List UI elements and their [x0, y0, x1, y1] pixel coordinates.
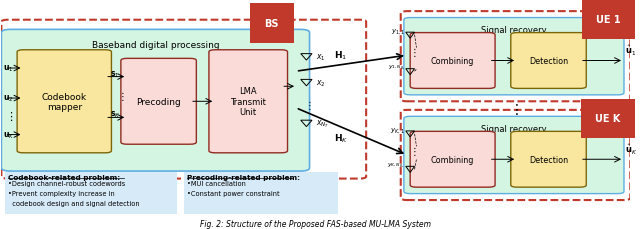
FancyBboxPatch shape	[410, 33, 495, 89]
Text: Signal recovery: Signal recovery	[481, 124, 547, 133]
Text: $\hat{\mathbf{u}}_K$: $\hat{\mathbf{u}}_K$	[625, 142, 637, 156]
Text: $y_{1,N_{B_1}}$: $y_{1,N_{B_1}}$	[388, 63, 405, 72]
Text: Precoding-related problem:: Precoding-related problem:	[187, 174, 300, 180]
Text: $\vdots$: $\vdots$	[304, 98, 311, 112]
Text: •Constant power constraint: •Constant power constraint	[187, 191, 280, 196]
Text: $y_{1,1}$: $y_{1,1}$	[390, 27, 405, 36]
Text: $x_1$: $x_1$	[316, 52, 326, 63]
Text: Fig. 2: Structure of the Proposed FAS-based MU-LMA System: Fig. 2: Structure of the Proposed FAS-ba…	[200, 219, 431, 228]
Text: UE K: UE K	[595, 114, 621, 124]
Text: $\vdots$: $\vdots$	[509, 102, 519, 117]
FancyBboxPatch shape	[184, 172, 338, 214]
FancyBboxPatch shape	[401, 110, 630, 200]
FancyBboxPatch shape	[4, 172, 177, 214]
Text: $\mathbf{H}_K$: $\mathbf{H}_K$	[334, 132, 348, 144]
Text: $x_{N_T}$: $x_{N_T}$	[316, 118, 330, 129]
Text: Codebook-related problem:: Codebook-related problem:	[8, 174, 120, 180]
Text: Codebook
mapper: Codebook mapper	[42, 92, 87, 112]
FancyBboxPatch shape	[121, 59, 196, 144]
Text: $\vdots$: $\vdots$	[409, 144, 417, 158]
FancyBboxPatch shape	[410, 132, 495, 187]
Text: $\mathbf{H}_1$: $\mathbf{H}_1$	[335, 50, 348, 62]
FancyBboxPatch shape	[1, 21, 366, 179]
Text: BS: BS	[264, 19, 279, 29]
Text: $\mathbf{u}_2$: $\mathbf{u}_2$	[3, 93, 13, 104]
Text: $y_{K,N_{B_K}}$: $y_{K,N_{B_K}}$	[387, 161, 405, 169]
Text: •MUI cancellation: •MUI cancellation	[187, 180, 246, 186]
Text: $\hat{\mathbf{u}}_1$: $\hat{\mathbf{u}}_1$	[625, 44, 636, 57]
Text: $\mathbf{s}_1$: $\mathbf{s}_1$	[110, 69, 120, 79]
Text: $y_{K,1}$: $y_{K,1}$	[390, 125, 405, 134]
FancyBboxPatch shape	[404, 117, 624, 194]
FancyBboxPatch shape	[511, 33, 586, 89]
Text: $\vdots$: $\vdots$	[409, 46, 417, 59]
Text: $\mathbf{s}_K$: $\mathbf{s}_K$	[110, 109, 121, 120]
Text: •Design channel-robust codewords: •Design channel-robust codewords	[8, 180, 125, 186]
Text: Detection: Detection	[529, 155, 568, 164]
Text: $\vdots$: $\vdots$	[6, 109, 13, 122]
Text: LMA
Transmit
Unit: LMA Transmit Unit	[230, 87, 266, 117]
FancyBboxPatch shape	[401, 12, 630, 102]
Text: Combining: Combining	[431, 57, 474, 66]
FancyBboxPatch shape	[17, 51, 111, 153]
Text: $\mathbf{u}_K$: $\mathbf{u}_K$	[3, 130, 15, 140]
FancyBboxPatch shape	[404, 19, 624, 95]
Text: $x_2$: $x_2$	[316, 78, 326, 88]
FancyBboxPatch shape	[209, 51, 287, 153]
FancyBboxPatch shape	[511, 132, 586, 187]
Text: Baseband digital processing: Baseband digital processing	[92, 41, 220, 50]
Text: Detection: Detection	[529, 57, 568, 66]
FancyBboxPatch shape	[1, 30, 310, 171]
Text: •Prevent complexity increase in: •Prevent complexity increase in	[8, 191, 115, 196]
Text: Precoding: Precoding	[136, 97, 181, 106]
Text: $\mathbf{u}_1$: $\mathbf{u}_1$	[3, 63, 13, 74]
Text: Signal recovery: Signal recovery	[481, 26, 547, 35]
Text: UE 1: UE 1	[596, 15, 621, 25]
Text: codebook design and signal detection: codebook design and signal detection	[8, 201, 140, 207]
Text: Combining: Combining	[431, 155, 474, 164]
Text: $\vdots$: $\vdots$	[117, 90, 125, 103]
